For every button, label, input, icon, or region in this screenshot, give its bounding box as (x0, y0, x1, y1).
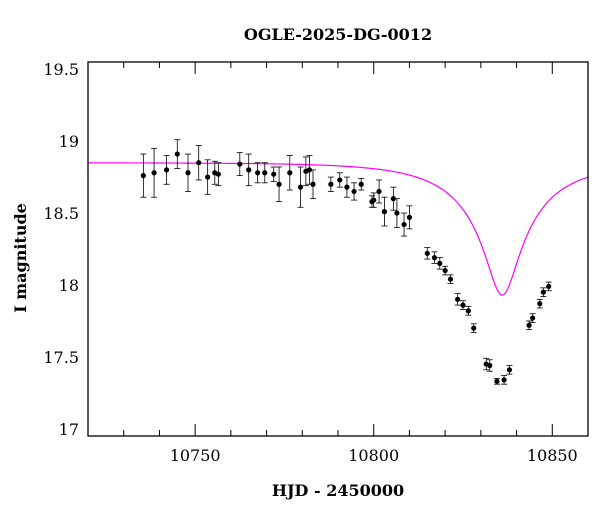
data-point (487, 362, 493, 369)
chart-title: OGLE-2025-DG-0012 (244, 25, 432, 44)
model-layer (88, 162, 588, 296)
data-point (351, 188, 357, 195)
x-tick-label: 10750 (170, 446, 221, 465)
data-point (140, 173, 146, 179)
data-point (394, 210, 400, 216)
data-point (276, 181, 282, 187)
data-point (237, 161, 243, 167)
model-curve-line (88, 162, 588, 296)
data-point (537, 301, 543, 307)
data-point (401, 221, 407, 228)
data-point (460, 302, 466, 308)
data-point (151, 170, 157, 176)
data-point (287, 170, 293, 176)
data-point (271, 171, 277, 177)
data-point (406, 214, 413, 220)
y-tick-label: 18 (59, 276, 79, 295)
x-axis-label: HJD - 2450000 (272, 481, 404, 500)
data-point (310, 181, 316, 187)
data-point (185, 170, 191, 176)
data-point (465, 308, 471, 314)
x-tick-label: 10850 (527, 446, 578, 465)
data-point (205, 174, 211, 180)
y-tick-label: 19.5 (43, 60, 79, 79)
y-tick-label: 17.5 (43, 348, 79, 367)
y-axis-label: I magnitude (11, 203, 30, 313)
data-point (506, 367, 513, 373)
data-point (424, 250, 430, 256)
data-point (215, 171, 221, 177)
data-point (306, 167, 313, 173)
data-point (196, 160, 202, 166)
data-point (371, 197, 377, 203)
data-point (297, 184, 304, 190)
data-point (337, 177, 343, 183)
data-point (501, 377, 507, 383)
x-tick-label: 10800 (348, 446, 399, 465)
data-point (163, 167, 170, 173)
data-point (442, 267, 448, 274)
data-point (437, 260, 443, 266)
y-tick-label: 17 (59, 420, 79, 439)
data-point (455, 296, 461, 302)
data-point (381, 209, 388, 215)
data-point (494, 378, 500, 384)
data-point (358, 181, 364, 187)
data-point (376, 188, 382, 195)
plot-area: 10750 10800 10850 17 17.5 18 18.5 19 19.5 (43, 60, 589, 465)
data-point (431, 255, 438, 261)
ticks-layer: 10750 10800 10850 17 17.5 18 18.5 19 19.5 (43, 60, 589, 465)
data-point (255, 170, 261, 176)
data-point (546, 283, 552, 289)
y-tick-label: 19 (59, 132, 79, 151)
data-point (540, 289, 546, 295)
data-point (447, 276, 454, 282)
y-tick-label: 18.5 (43, 204, 79, 223)
data-point (328, 181, 334, 187)
data-point (262, 170, 268, 176)
data-point (174, 151, 180, 157)
data-point (246, 167, 252, 173)
data-points-layer (140, 139, 552, 385)
data-point (530, 315, 536, 321)
data-point (344, 184, 350, 190)
data-point (471, 325, 477, 331)
plot-frame (87, 61, 589, 437)
data-point (526, 322, 532, 328)
data-point (390, 196, 396, 202)
